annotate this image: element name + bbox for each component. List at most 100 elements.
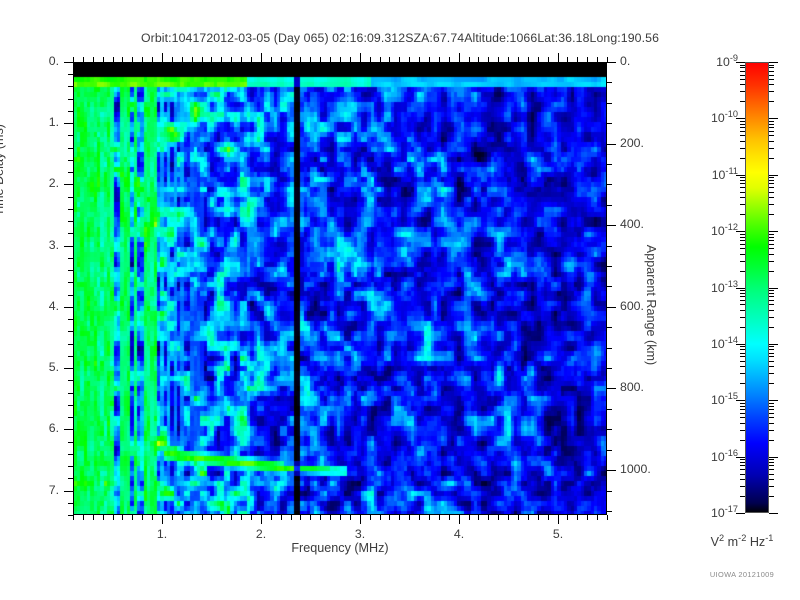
colorbar-minor-tick-left: [740, 197, 745, 198]
y2-minor-tick: [607, 246, 612, 247]
x-top-minor-tick: [152, 57, 153, 62]
colorbar-minor-tick-left: [740, 214, 745, 215]
colorbar-minor-tick-right: [769, 327, 774, 328]
x-top-minor-tick: [132, 57, 133, 62]
x-minor-tick: [498, 515, 499, 520]
colorbar-minor-tick-right: [769, 317, 774, 318]
colorbar-minor-tick-left: [740, 496, 745, 497]
x-minor-tick: [122, 515, 123, 520]
colorbar-minor-tick-right: [769, 254, 774, 255]
x-minor-tick: [607, 515, 608, 520]
y-minor-tick: [68, 393, 73, 394]
colorbar-tick-exponent: -11: [725, 166, 738, 176]
colorbar-minor-tick-right: [769, 131, 774, 132]
x-minor-tick: [449, 515, 450, 520]
y-minor-tick: [68, 466, 73, 467]
colorbar-minor-tick-right: [769, 124, 774, 125]
x-axis-tick-label: 1.: [156, 527, 168, 541]
colorbar-tick-mantissa: 10: [711, 281, 725, 296]
y2-minor-tick: [607, 286, 612, 287]
x-minor-tick: [251, 515, 252, 520]
colorbar-minor-tick-right: [769, 373, 774, 374]
long-label: Long:: [589, 31, 621, 45]
x-minor-tick: [83, 515, 84, 520]
colorbar-tick-label: 10-12: [686, 222, 738, 238]
y-minor-tick: [68, 258, 73, 259]
y-minor-tick: [68, 380, 73, 381]
colorbar-major-tick-right: [769, 175, 778, 176]
x-minor-tick: [310, 515, 311, 520]
colorbar-minor-tick-right: [769, 121, 774, 122]
x-top-minor-tick: [83, 57, 84, 62]
colorbar-tick-mantissa: 10: [716, 55, 730, 70]
colorbar-minor-tick-left: [740, 459, 745, 460]
x-top-minor-tick: [221, 57, 222, 62]
x-top-minor-tick: [211, 57, 212, 62]
colorbar-minor-tick-left: [740, 327, 745, 328]
x-top-minor-tick: [380, 57, 381, 62]
colorbar-minor-tick-left: [740, 75, 745, 76]
y-major-tick: [64, 62, 73, 63]
colorbar-minor-tick-left: [740, 465, 745, 466]
x-top-minor-tick: [478, 57, 479, 62]
y2-major-tick: [607, 470, 616, 471]
x-minor-tick: [340, 515, 341, 520]
colorbar-minor-tick-right: [769, 403, 774, 404]
y2-minor-tick: [607, 266, 612, 267]
x-major-tick: [360, 515, 361, 524]
x-top-minor-tick: [389, 57, 390, 62]
x-top-minor-tick: [202, 57, 203, 62]
colorbar-major-tick-left: [736, 457, 745, 458]
y2-minor-tick: [607, 82, 612, 83]
colorbar-minor-tick-right: [769, 304, 774, 305]
colorbar-minor-tick-left: [740, 304, 745, 305]
colorbar-minor-tick-left: [740, 430, 745, 431]
x-top-minor-tick: [241, 57, 242, 62]
y-minor-tick: [68, 454, 73, 455]
colorbar-minor-tick-right: [769, 440, 774, 441]
colorbar-minor-tick-left: [740, 290, 745, 291]
colorbar-minor-tick-left: [740, 417, 745, 418]
colorbar-tick-mantissa: 10: [711, 224, 725, 239]
y-minor-tick: [68, 417, 73, 418]
colorbar-minor-tick-right: [769, 177, 774, 178]
x-top-minor-tick: [350, 57, 351, 62]
x-top-minor-tick: [93, 57, 94, 62]
x-minor-tick: [211, 515, 212, 520]
y2-minor-tick: [607, 123, 612, 124]
colorbar-minor-tick-right: [769, 459, 774, 460]
x-minor-tick: [567, 515, 568, 520]
colorbar-minor-tick-right: [769, 356, 774, 357]
x-top-minor-tick: [370, 57, 371, 62]
colorbar-minor-tick-right: [769, 409, 774, 410]
x-top-minor-tick: [488, 57, 489, 62]
colorbar-major-tick-left: [736, 288, 745, 289]
y2-minor-tick: [607, 164, 612, 165]
colorbar-minor-tick-left: [740, 474, 745, 475]
x-top-minor-tick: [607, 57, 608, 62]
x-minor-tick: [488, 515, 489, 520]
x-minor-tick: [73, 515, 74, 520]
colorbar-tick-exponent: -15: [724, 391, 738, 401]
colorbar-major-tick-left: [736, 231, 745, 232]
colorbar-major-tick-right: [769, 118, 778, 119]
x-minor-tick: [409, 515, 410, 520]
colorbar-minor-tick-left: [740, 271, 745, 272]
colorbar-minor-tick-right: [769, 197, 774, 198]
x-top-minor-tick: [73, 57, 74, 62]
y-minor-tick: [68, 405, 73, 406]
colorbar-minor-tick-left: [740, 240, 745, 241]
x-top-major-tick: [459, 53, 460, 62]
colorbar-minor-tick-right: [769, 465, 774, 466]
x-top-minor-tick: [320, 57, 321, 62]
colorbar-tick-mantissa: 10: [711, 506, 725, 521]
x-top-major-tick: [261, 53, 262, 62]
colorbar-minor-tick-right: [769, 65, 774, 66]
colorbar-minor-tick-left: [740, 158, 745, 159]
y2-major-tick: [607, 62, 616, 63]
y-axis-tick-label: 3.: [48, 238, 59, 252]
y-minor-tick: [68, 356, 73, 357]
x-axis-tick-label: 2.: [255, 527, 267, 541]
colorbar-minor-tick-right: [769, 486, 774, 487]
x-top-minor-tick: [231, 57, 232, 62]
